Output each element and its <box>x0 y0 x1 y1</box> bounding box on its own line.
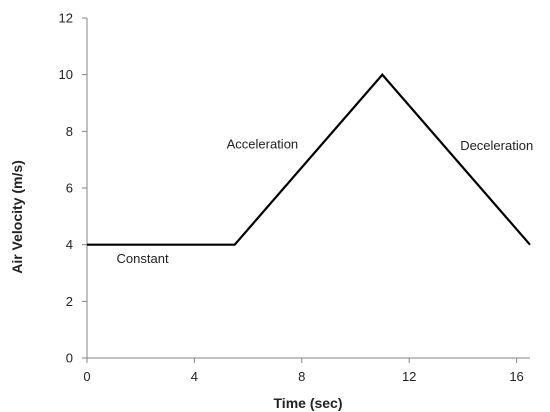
series-line <box>87 73 531 246</box>
x-tick-label: 0 <box>83 369 90 384</box>
series-layer <box>87 73 531 246</box>
annotation-label: Acceleration <box>227 136 299 151</box>
x-tick-label: 8 <box>298 369 305 384</box>
x-tick-label: 12 <box>402 369 416 384</box>
y-axis-title: Air Velocity (m/s) <box>9 160 25 274</box>
annotation-label: Constant <box>117 251 169 266</box>
x-tick-label: 4 <box>191 369 198 384</box>
y-tick-label: 10 <box>59 67 73 82</box>
y-tick-label: 4 <box>66 237 73 252</box>
y-tick-label: 8 <box>66 124 73 139</box>
annotation-label: Deceleration <box>460 138 533 153</box>
ticks: 0 2 4 6 8 10 12 0 4 8 12 16 <box>59 11 524 385</box>
annotations: Constant Acceleration Deceleration <box>117 136 534 266</box>
x-axis-title: Time (sec) <box>274 395 343 411</box>
y-tick-label: 6 <box>66 181 73 196</box>
y-tick-label: 2 <box>66 294 73 309</box>
x-tick-label: 16 <box>509 369 523 384</box>
y-tick-label: 0 <box>66 351 73 366</box>
y-tick-label: 12 <box>59 11 73 26</box>
axes <box>86 18 530 359</box>
